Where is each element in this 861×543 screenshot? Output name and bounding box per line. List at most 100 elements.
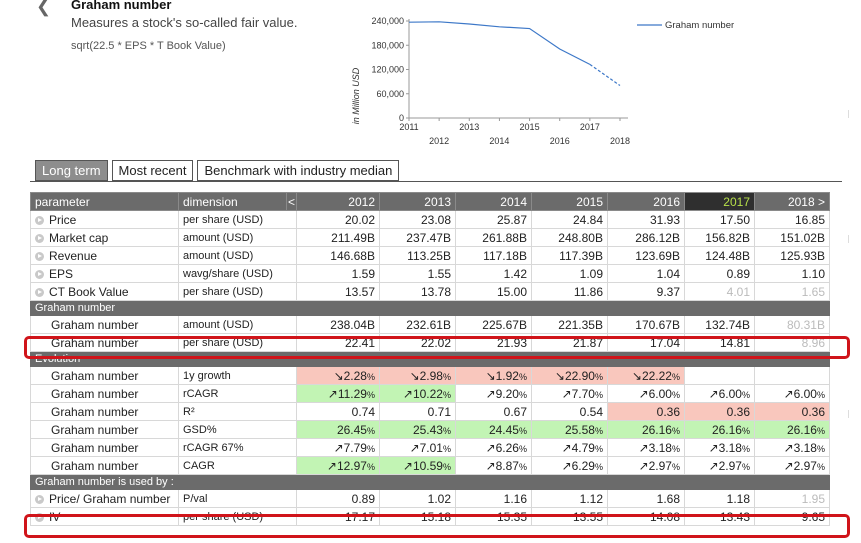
percent-sign: % — [518, 371, 527, 382]
table-cell: 1.04 — [607, 264, 685, 283]
cell-value: 13.55 — [572, 509, 603, 524]
row-parameter[interactable]: Graham number — [30, 315, 179, 334]
header-year-2017: 2017 — [684, 192, 755, 211]
table-cell: 0.36 — [607, 402, 685, 421]
y-tick-label: 240,000 — [371, 16, 404, 26]
tab-most-recent[interactable]: Most recent — [111, 160, 194, 181]
percent-sign: % — [594, 371, 603, 382]
cell-value: 21.87 — [572, 335, 603, 350]
table-cell: 31.93 — [607, 210, 685, 229]
expand-arrow-icon[interactable] — [35, 269, 44, 279]
row-parameter[interactable]: Price/ Graham number — [30, 489, 179, 508]
row-parameter[interactable]: Graham number — [30, 384, 179, 403]
cell-value: 25.87 — [496, 212, 527, 227]
row-parameter-label: Graham number — [51, 386, 139, 401]
row-parameter[interactable]: Price — [30, 210, 179, 229]
x-tick-label: 2017 — [580, 122, 600, 132]
table-cell: 125.93B — [754, 246, 830, 265]
cell-value: 123.69B — [635, 248, 680, 263]
percent-sign: % — [518, 443, 527, 454]
cell-value: ↗7.79 — [333, 440, 367, 455]
percent-sign: % — [741, 389, 750, 400]
table-row: Graham number rCAGR 67% ↗7.79% ↗7.01% ↗6.26%… — [30, 438, 830, 457]
row-dimension: rCAGR 67% — [178, 438, 297, 457]
cell-value: 221.35B — [558, 317, 603, 332]
table-cell: ↗2.97% — [684, 456, 755, 475]
table-cell: ↗10.22% — [379, 384, 456, 403]
table-cell: ↗2.97% — [607, 456, 685, 475]
percent-sign: % — [366, 461, 375, 472]
expand-arrow-icon[interactable] — [35, 287, 44, 297]
row-parameter[interactable]: Market cap — [30, 228, 179, 247]
table-cell: 26.45% — [296, 420, 380, 439]
table-cell: 238.04B — [296, 315, 380, 334]
expand-arrow-icon[interactable] — [35, 233, 44, 243]
cell-value: 0.71 — [427, 404, 451, 419]
table-row: Graham number rCAGR ↗11.29% ↗10.22% ↗9.20% ↗7… — [30, 384, 830, 403]
row-parameter[interactable]: CT Book Value — [30, 282, 179, 301]
divider — [848, 110, 849, 118]
table-cell: ↘22.90% — [531, 366, 608, 385]
row-parameter-label: Graham number — [51, 404, 139, 419]
row-parameter[interactable]: Graham number — [30, 438, 179, 457]
table-cell: 0.36 — [754, 402, 830, 421]
row-parameter-label: Graham number — [51, 317, 139, 332]
cell-value: 237.47B — [406, 230, 451, 245]
cell-value: 261.88B — [482, 230, 527, 245]
row-dimension: per share (USD) — [178, 333, 297, 352]
cell-value: 26.45 — [336, 422, 367, 437]
row-parameter[interactable]: Graham number — [30, 456, 179, 475]
table-cell: 13.78 — [379, 282, 456, 301]
page-title: Graham number — [71, 0, 172, 12]
table-cell: 232.61B — [379, 315, 456, 334]
back-chevron-icon[interactable]: ❮ — [36, 0, 52, 16]
tab-benchmark[interactable]: Benchmark with industry median — [197, 160, 400, 181]
table-cell: ↘22.22% — [607, 366, 685, 385]
row-parameter-label: Graham number — [51, 368, 139, 383]
expand-arrow-icon[interactable] — [35, 251, 44, 261]
table-cell: ↗6.26% — [455, 438, 532, 457]
row-dimension: R² — [178, 402, 297, 421]
table-cell: 156.82B — [684, 228, 755, 247]
nav-right-button[interactable]: > — [817, 194, 825, 209]
nav-left-button[interactable]: < — [286, 192, 297, 211]
table-row: Price per share (USD) 20.02 23.08 25.87 24.84… — [30, 210, 830, 229]
table-cell: 1.68 — [607, 489, 685, 508]
row-parameter[interactable]: Graham number — [30, 333, 179, 352]
cell-value: 0.67 — [503, 404, 527, 419]
table-cell: ↗10.59% — [379, 456, 456, 475]
divider — [848, 410, 849, 418]
expand-arrow-icon[interactable] — [35, 215, 44, 225]
row-parameter[interactable]: Revenue — [30, 246, 179, 265]
cell-value: 9.65 — [801, 509, 825, 524]
table-cell: ↗12.97% — [296, 456, 380, 475]
table-cell: 13.57 — [296, 282, 380, 301]
table-cell: 13.43 — [684, 507, 755, 526]
cell-value: 117.18B — [483, 248, 527, 263]
table-cell: 248.80B — [531, 228, 608, 247]
cell-value: 21.93 — [496, 335, 527, 350]
table-cell: 113.25B — [379, 246, 456, 265]
row-parameter[interactable]: EPS — [30, 264, 179, 283]
table-row: Graham number CAGR ↗12.97% ↗10.59% ↗8.87% ↗6.… — [30, 456, 830, 475]
table-cell: ↗6.29% — [531, 456, 608, 475]
table-row: Revenue amount (USD) 146.68B 113.25B 117.18B… — [30, 246, 830, 265]
percent-sign: % — [442, 389, 451, 400]
row-parameter[interactable]: Graham number — [30, 420, 179, 439]
tab-long-term[interactable]: Long term — [35, 160, 108, 181]
expand-arrow-icon[interactable] — [35, 494, 44, 504]
cell-value: ↗11.29 — [327, 386, 367, 401]
header-year-2016: 2016 — [607, 192, 685, 211]
cell-value: 1.04 — [656, 266, 680, 281]
cell-value: 132.74B — [705, 317, 750, 332]
cell-value: 1.55 — [427, 266, 451, 281]
table-cell: 17.17 — [296, 507, 380, 526]
row-parameter[interactable]: Graham number — [30, 402, 179, 421]
view-tabs: Long term Most recent Benchmark with ind… — [35, 160, 403, 181]
cell-value: 4.01 — [726, 284, 750, 299]
row-parameter[interactable]: Graham number — [30, 366, 179, 385]
row-parameter[interactable]: IV — [30, 507, 179, 526]
percent-sign: % — [594, 425, 603, 436]
expand-arrow-icon[interactable] — [35, 512, 44, 522]
cell-value: ↗12.97 — [326, 458, 367, 473]
